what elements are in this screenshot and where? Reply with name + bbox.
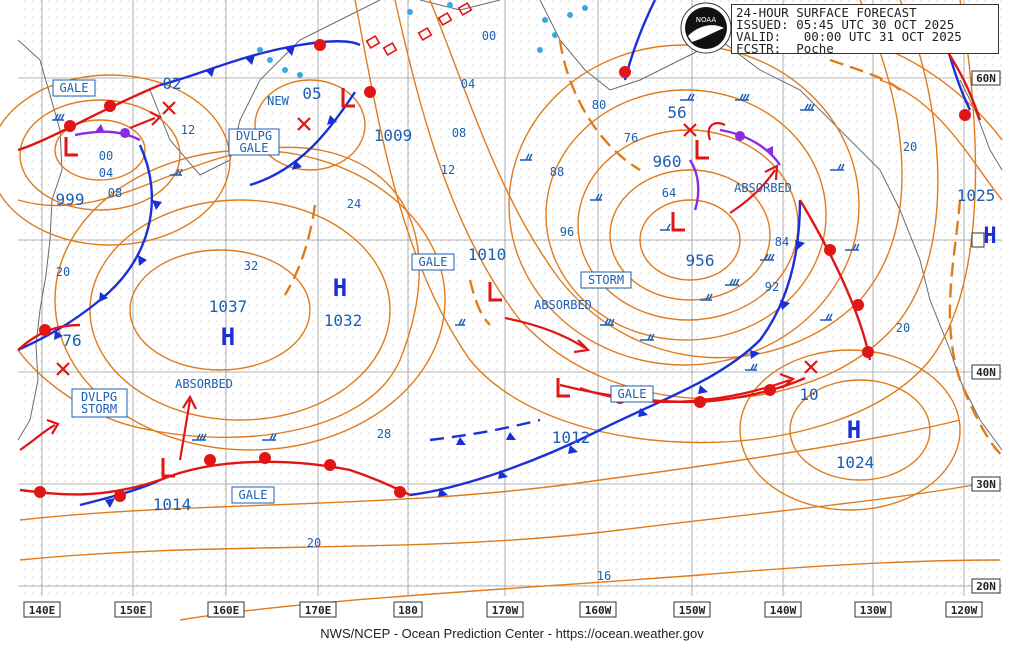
absorbed-label-1: ABSORBED [175,377,233,391]
new-label: NEW [267,94,289,108]
isobar-label: 08 [108,186,122,200]
low-label-76: 76 [62,331,81,350]
low-label-10: 10 [799,385,818,404]
noaa-logo-text: NOAA [696,16,717,24]
lon-label: 170E [305,604,332,617]
isobar-label: 84 [775,235,789,249]
isobars [0,0,1003,621]
lat-label-30n: 30N [976,478,996,491]
dvlpg-gale-line2: GALE [240,141,269,155]
gale-label-2: GALE [419,255,448,269]
isobar-label: 08 [452,126,466,140]
lat-label-40n: 40N [976,366,996,379]
occluded-fronts [74,128,781,211]
troughs [283,39,1003,456]
lon-label: 160W [585,604,612,617]
issued-time: ISSUED: 05:45 UTC 30 OCT 2025 [736,17,955,32]
forecaster: FCSTR: Poche [736,41,834,56]
absorbed-label-2: ABSORBED [534,298,592,312]
storm-label: STORM [588,273,624,287]
dvlpg-storm-line2: STORM [81,402,117,416]
gale-label-1: GALE [60,81,89,95]
low-1014-value: 1014 [153,495,192,514]
lon-label: 130W [860,604,887,617]
low-1012-value: 1012 [552,428,591,447]
isobar-label: 00 [482,29,496,43]
isobar-label: 20 [56,265,70,279]
isobar-label: 04 [461,77,475,91]
lon-label: 180 [398,604,418,617]
lon-label: 140E [29,604,56,617]
isobar-label: 12 [181,123,195,137]
isobar-label: 20 [307,536,321,550]
low-label-05: 05 [302,84,321,103]
forecast-title: 24-HOUR SURFACE FORECAST [736,5,917,20]
high-1032-value: 1032 [324,311,363,330]
isobar-label: 92 [765,280,779,294]
lon-label: 120W [951,604,978,617]
isobar-label: 04 [99,166,113,180]
latitude-labels: 60N 40N 30N 20N [971,70,1001,594]
high-1024-symbol: H [847,416,861,444]
high-1025-value: 1025 [957,186,996,205]
isobar-label: 80 [592,98,606,112]
dvlpg-storm-line1: DVLPG [81,390,117,404]
lat-lon-grid [18,0,1002,596]
lon-label: 150E [120,604,147,617]
isobar-label: 88 [550,165,564,179]
isobar-label: 20 [896,321,910,335]
dvlpg-gale-line1: DVLPG [236,129,272,143]
low-960-value: 960 [653,152,682,171]
high-1032-symbol: H [333,274,347,302]
lon-label: 170W [492,604,519,617]
high-1037-symbol: H [221,323,235,351]
gale-label-3: GALE [618,387,647,401]
high-1024-value: 1024 [836,453,875,472]
high-1025-symbol: H [983,224,996,249]
surface-analysis-map: H 1037 H 1032 H 1024 H 1025 999 1009 101… [0,0,1003,621]
cold-front-triangles [54,46,805,508]
isobar-label: 16 [597,569,611,583]
lon-label: 150W [679,604,706,617]
low-956-value: 956 [686,251,715,270]
high-1037-value: 1037 [209,297,248,316]
low-label-02: 02 [162,74,181,93]
absorbed-label-3: ABSORBED [734,181,792,195]
isobar-label: 32 [244,259,258,273]
chart-labels: H 1037 H 1032 H 1024 H 1025 999 1009 101… [23,29,1001,618]
wind-barbs [52,93,860,441]
ice-edge-markers [365,1,473,57]
isobar-label: 24 [347,197,361,211]
occluded-front-symbols [95,124,773,155]
noaa-logo: NOAA [680,2,732,54]
gale-label-4: GALE [239,488,268,502]
valid-time: VALID: 00:00 UTC 31 OCT 2025 [736,29,962,44]
low-999-value: 999 [56,190,85,209]
isobar-label: 64 [662,186,676,200]
isobar-label: 12 [441,163,455,177]
isobar-label: 20 [903,140,917,154]
longitude-labels: 140E 150E 160E 170E 180 170W 160W 150W 1… [23,601,983,618]
lon-label: 160E [213,604,240,617]
footer-credit: NWS/NCEP - Ocean Prediction Center - htt… [320,626,704,641]
isobar-values: 00 04 08 12 24 32 28 20 16 20 20 88 96 8… [56,29,917,583]
warning-boxes: GALE DVLPG GALE GALE STORM GALE GALE DVL… [52,79,654,504]
movement-arrows [19,111,796,461]
low-1010-value: 1010 [468,245,507,264]
isobar-label: 96 [560,225,574,239]
low-position-marks [56,101,818,376]
isobar-label: 00 [99,149,113,163]
lat-label-20n: 20N [976,580,996,593]
isobar-label: 76 [624,131,638,145]
forecast-info-box: 24-HOUR SURFACE FORECAST ISSUED: 05:45 U… [731,4,999,56]
lon-label: 140W [770,604,797,617]
low-1009-value: 1009 [374,126,413,145]
low-symbols [64,88,709,478]
ocean-area [18,0,1002,596]
isobar-label: 28 [377,427,391,441]
low-label-56: 56 [667,103,686,122]
lat-label-60n: 60N [976,72,996,85]
freezing-spray-markers [257,2,588,78]
